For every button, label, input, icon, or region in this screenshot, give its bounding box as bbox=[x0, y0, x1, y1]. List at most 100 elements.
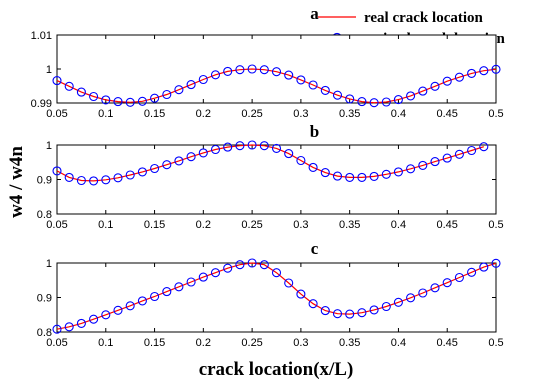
data-point-trained bbox=[198, 148, 208, 158]
data-point-trained bbox=[381, 97, 391, 107]
y-tick-label: 0.9 bbox=[37, 175, 52, 187]
x-tick-label: 0.45 bbox=[437, 219, 458, 231]
data-point-trained bbox=[418, 288, 428, 298]
data-point-trained bbox=[125, 170, 135, 180]
y-tick-label: 0.8 bbox=[37, 209, 52, 221]
data-point-trained bbox=[345, 172, 355, 182]
data-point-trained bbox=[467, 145, 477, 156]
data-point-trained bbox=[491, 258, 501, 268]
x-tick-label: 0.2 bbox=[196, 337, 211, 349]
x-tick-label: 0.2 bbox=[196, 219, 211, 231]
x-tick-label: 0.45 bbox=[437, 108, 458, 120]
series-line-real bbox=[56, 262, 497, 330]
legend-label-real: real crack location bbox=[364, 10, 484, 26]
y-axis-label: w4 / w4n bbox=[6, 146, 27, 218]
data-point-trained bbox=[467, 267, 477, 277]
data-point-trained bbox=[76, 87, 86, 97]
data-point-trained bbox=[442, 153, 452, 163]
x-tick-label: 0.3 bbox=[293, 337, 308, 349]
data-point-trained bbox=[137, 296, 147, 306]
x-tick-label: 0.35 bbox=[339, 337, 360, 349]
panels: a 0.05 0.1 0.15 0.2 0.25 0.3 0.35 0.4 0.45 0.5 0.99… bbox=[31, 4, 504, 349]
data-point-trained bbox=[381, 169, 391, 179]
data-point-trained bbox=[308, 299, 318, 309]
data-point-trained bbox=[89, 91, 99, 102]
data-point-trained bbox=[247, 140, 257, 150]
data-point-trained bbox=[150, 93, 160, 103]
data-point-trained bbox=[430, 81, 440, 91]
data-point-trained bbox=[369, 98, 379, 108]
data-point-trained bbox=[296, 75, 306, 85]
data-point-trained bbox=[442, 76, 452, 86]
data-point-trained bbox=[284, 278, 294, 288]
data-point-trained bbox=[357, 172, 367, 182]
x-tick-label: 0.5 bbox=[488, 108, 503, 120]
y-tick-label: 1 bbox=[46, 140, 52, 152]
data-point-trained bbox=[271, 143, 282, 153]
data-point-trained bbox=[284, 149, 294, 159]
x-tick-label: 0.1 bbox=[98, 337, 113, 349]
y-tick-label: 0.8 bbox=[37, 327, 52, 339]
data-point-trained bbox=[406, 293, 416, 303]
data-point-trained bbox=[235, 141, 245, 151]
data-point-trained bbox=[137, 96, 147, 106]
data-point-trained bbox=[369, 305, 379, 315]
data-point-trained bbox=[52, 166, 62, 176]
data-point-trained bbox=[76, 318, 86, 328]
panel-b: b 0.05 0.1 0.15 0.2 0.25 0.3 0.35 0.4 0.45 0.5 0.8 0… bbox=[37, 122, 504, 231]
data-point-trained bbox=[64, 172, 74, 182]
data-point-trained bbox=[491, 64, 501, 74]
x-tick-label: 0.15 bbox=[144, 337, 165, 349]
data-point-trained bbox=[320, 85, 330, 95]
data-point-trained bbox=[223, 263, 233, 273]
data-point-trained bbox=[64, 322, 74, 332]
x-tick-label: 0.45 bbox=[437, 337, 458, 349]
x-tick-label: 0.15 bbox=[144, 219, 165, 231]
data-point-trained bbox=[247, 258, 257, 268]
data-point-trained bbox=[271, 268, 282, 278]
data-point-trained bbox=[442, 278, 452, 288]
data-point-trained bbox=[296, 155, 306, 166]
panel-title: c bbox=[311, 239, 319, 258]
data-point-trained bbox=[418, 86, 428, 96]
panel-c: c 0.05 0.1 0.15 0.2 0.25 0.3 0.35 0.4 0.45 0.5 0.8 0… bbox=[37, 239, 504, 349]
data-point-trained bbox=[357, 308, 367, 318]
data-point-trained bbox=[113, 173, 123, 183]
data-point-trained bbox=[101, 175, 111, 185]
data-point-trained bbox=[113, 305, 123, 315]
x-axis-label: crack location(x/L) bbox=[199, 359, 354, 380]
plot-area bbox=[56, 34, 497, 104]
x-tick-label: 0.25 bbox=[241, 219, 262, 231]
data-point-trained bbox=[479, 262, 489, 272]
data-point-trained bbox=[406, 91, 416, 101]
data-point-trained bbox=[430, 157, 440, 167]
data-point-trained bbox=[381, 301, 391, 312]
data-point-trained bbox=[369, 171, 379, 181]
y-tick-label: 0.99 bbox=[31, 98, 52, 110]
data-point-trained bbox=[162, 287, 172, 297]
data-point-trained bbox=[186, 152, 196, 162]
plot-area bbox=[56, 144, 497, 215]
data-point-trained bbox=[406, 164, 416, 174]
x-tick-label: 0.5 bbox=[488, 219, 503, 231]
x-tick-label: 0.4 bbox=[391, 337, 406, 349]
data-point-trained bbox=[393, 95, 403, 105]
data-point-trained bbox=[235, 260, 245, 270]
x-tick-label: 0.5 bbox=[488, 337, 503, 349]
data-point-trained bbox=[89, 314, 99, 324]
data-point-trained bbox=[332, 171, 343, 181]
data-point-trained bbox=[210, 144, 221, 155]
data-point-trained bbox=[125, 301, 135, 311]
x-tick-label: 0.4 bbox=[391, 219, 406, 231]
panel-title: b bbox=[310, 122, 319, 141]
data-point-trained bbox=[235, 65, 245, 75]
data-point-trained bbox=[332, 309, 343, 319]
data-point-trained bbox=[186, 80, 196, 90]
panel-title: a bbox=[310, 4, 319, 23]
data-point-trained bbox=[479, 66, 489, 76]
x-tick-label: 0.3 bbox=[293, 108, 308, 120]
data-point-trained bbox=[345, 309, 355, 319]
data-point-trained bbox=[259, 65, 269, 75]
panel-a: a 0.05 0.1 0.15 0.2 0.25 0.3 0.35 0.4 0.45 0.5 0.99… bbox=[31, 4, 504, 120]
data-point-trained bbox=[393, 167, 403, 177]
